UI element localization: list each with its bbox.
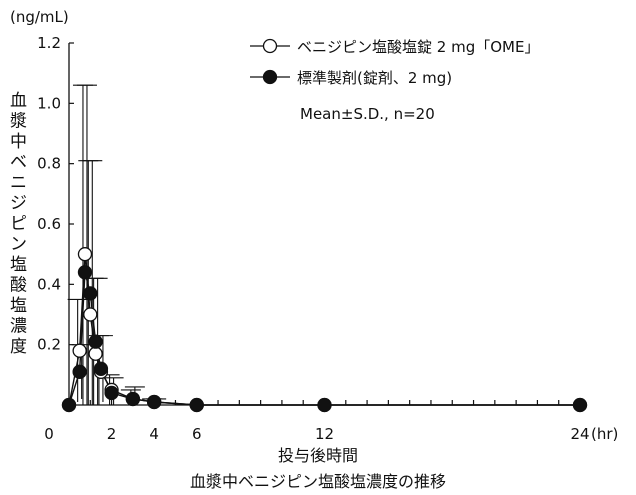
data-point-2 [72, 364, 87, 379]
series-line-1 [68, 254, 580, 406]
chart-caption: 血漿中ベニジピン塩酸塩濃度の推移 [190, 472, 446, 491]
series-markers [61, 247, 588, 413]
x-ticks: 0 2 4 6 12 24 [44, 400, 590, 443]
x-tick-label: 6 [192, 425, 202, 443]
legend: ベニジピン塩酸塩錠 2 mg「OME」 標準製剤(錠剤、2 mg) Mean±S… [250, 38, 539, 123]
data-point-1 [88, 346, 103, 361]
legend-label-series-1: ベニジピン塩酸塩錠 2 mg「OME」 [297, 38, 539, 56]
x-tick-label: 4 [149, 425, 159, 443]
data-point-2 [572, 397, 588, 413]
y-axis-title-char: 塩 [10, 296, 27, 316]
y-axis-title-char: 度 [10, 337, 27, 357]
y-tick-label: 1.0 [37, 94, 61, 112]
legend-label-series-2: 標準製剤(錠剤、2 mg) [297, 69, 452, 87]
y-axis-title-char: ン [10, 235, 27, 255]
series-lines [68, 254, 580, 406]
y-axis-title-char: ベ [10, 153, 27, 173]
series-line-2 [68, 272, 580, 406]
data-point-1 [83, 307, 98, 322]
x-tick-label: 12 [315, 425, 334, 443]
data-point-1 [72, 343, 87, 358]
y-axis-title-char: 塩 [10, 255, 27, 275]
y-tick-label: 0.2 [37, 336, 61, 354]
y-tick-label: 0.8 [37, 155, 61, 173]
data-point-2 [88, 334, 103, 349]
data-point-2 [104, 385, 119, 401]
x-axis-title: 投与後時間 [278, 446, 358, 465]
y-ticks: 0.2 0.4 0.6 0.8 1.0 1.2 [37, 34, 74, 354]
data-point-2 [83, 286, 98, 301]
data-point-2 [93, 361, 109, 376]
y-unit-label: (ng/mL) [10, 8, 69, 26]
data-point-2 [125, 391, 141, 407]
y-tick-label: 1.2 [37, 34, 61, 52]
legend-marker-open-circle [262, 38, 278, 54]
data-point-2 [61, 397, 77, 413]
data-point-2 [189, 397, 204, 413]
x-tick-label: 0 [44, 425, 54, 443]
legend-marker-filled-circle [262, 69, 278, 85]
data-point-2 [147, 394, 162, 410]
data-point-1 [77, 247, 93, 262]
y-axis-title-char: 血 [10, 91, 27, 111]
y-axis-title-char: ピ [10, 214, 27, 234]
y-axis-title-char: 中 [10, 132, 27, 152]
stats-annotation: Mean±S.D., n=20 [300, 105, 435, 123]
y-tick-label: 0.4 [37, 275, 61, 293]
y-axis-title: 血漿中ベニジピン塩酸塩濃度 [10, 91, 27, 357]
y-axis-title-char: 濃 [10, 317, 27, 337]
data-point-2 [317, 397, 332, 413]
x-unit-label: (hr) [591, 425, 618, 443]
y-tick-label: 0.6 [37, 215, 61, 233]
y-axis-title-char: ニ [10, 173, 27, 193]
x-tick-label: 2 [107, 425, 117, 443]
y-axis-title-char: 酸 [10, 276, 27, 296]
x-tick-label: 24 [570, 425, 589, 443]
y-axis-title-char: 漿 [10, 112, 27, 132]
y-axis-title-char: ジ [10, 194, 27, 214]
data-point-2 [77, 265, 93, 280]
